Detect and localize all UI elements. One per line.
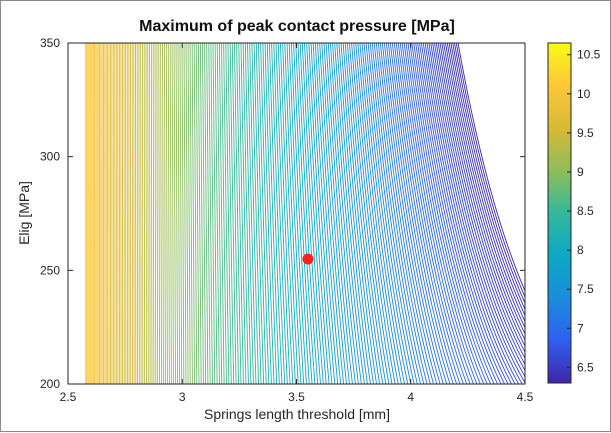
x-tick-label: 4 (407, 390, 414, 404)
colorbar-tick-label: 9 (577, 165, 584, 179)
colorbar-ticks: 6.5 7 7.5 8 8.5 9 9.5 10 10.5 (567, 48, 601, 375)
contour-line (148, 43, 149, 384)
x-tick-label: 3.5 (288, 390, 305, 404)
colorbar-tick-label: 8.5 (577, 204, 594, 218)
y-tick-label: 250 (40, 263, 60, 277)
colorbar-tick-label: 6.5 (577, 360, 594, 374)
x-tick-label: 2.5 (60, 390, 77, 404)
contour-line (150, 43, 151, 384)
colorbar-tick-label: 10 (577, 87, 591, 101)
x-tick-label: 3 (179, 390, 186, 404)
chart-title: Maximum of peak contact pressure [MPa] (139, 18, 455, 35)
colorbar-tick-label: 10.5 (577, 48, 601, 62)
colorbar-tick-label: 7 (577, 321, 584, 335)
contour-line (151, 43, 152, 384)
y-tick-label: 200 (40, 377, 60, 391)
colorbar-tick-label: 8 (577, 243, 584, 257)
y-tick-label: 300 (40, 150, 60, 164)
contour-line (146, 43, 147, 384)
x-axis-label: Springs length threshold [mm] (204, 406, 390, 422)
colorbar-tick-label: 7.5 (577, 282, 594, 296)
x-tick-label: 4.5 (517, 390, 534, 404)
y-axis-label: Elig [MPa] (16, 181, 32, 245)
optimum-marker (303, 254, 313, 264)
y-tick-label: 350 (40, 36, 60, 50)
colorbar-tick-label: 9.5 (577, 126, 594, 140)
